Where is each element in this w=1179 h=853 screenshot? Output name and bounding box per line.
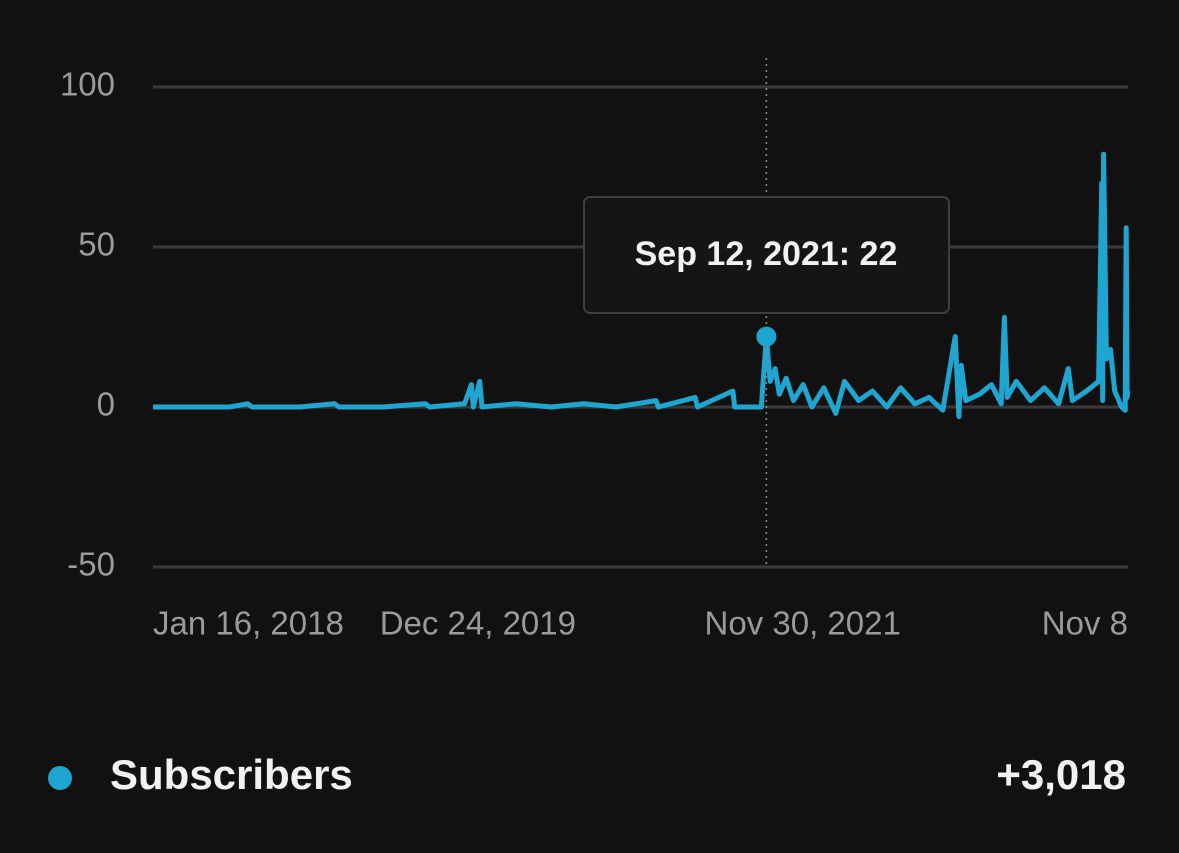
tooltip-text: Sep 12, 2021: 22: [635, 235, 898, 273]
x-tick-label: Nov 30, 2021: [705, 605, 901, 642]
tooltip-box: [583, 196, 950, 314]
y-tick-label: 100: [60, 66, 115, 103]
x-tick-label: Jan 16, 2018: [153, 605, 344, 642]
y-tick-label: -50: [67, 546, 115, 583]
y-tick-label: 0: [97, 386, 115, 423]
highlight-point: [756, 326, 777, 347]
legend-marker: [48, 766, 72, 790]
total-value: +3,018: [996, 751, 1126, 798]
legend-label: Subscribers: [110, 751, 353, 798]
y-tick-label: 50: [78, 226, 115, 263]
x-tick-label: Dec 24, 2019: [380, 605, 576, 642]
x-tick-label: Nov 8: [1042, 605, 1128, 642]
series-line: [153, 151, 1131, 420]
